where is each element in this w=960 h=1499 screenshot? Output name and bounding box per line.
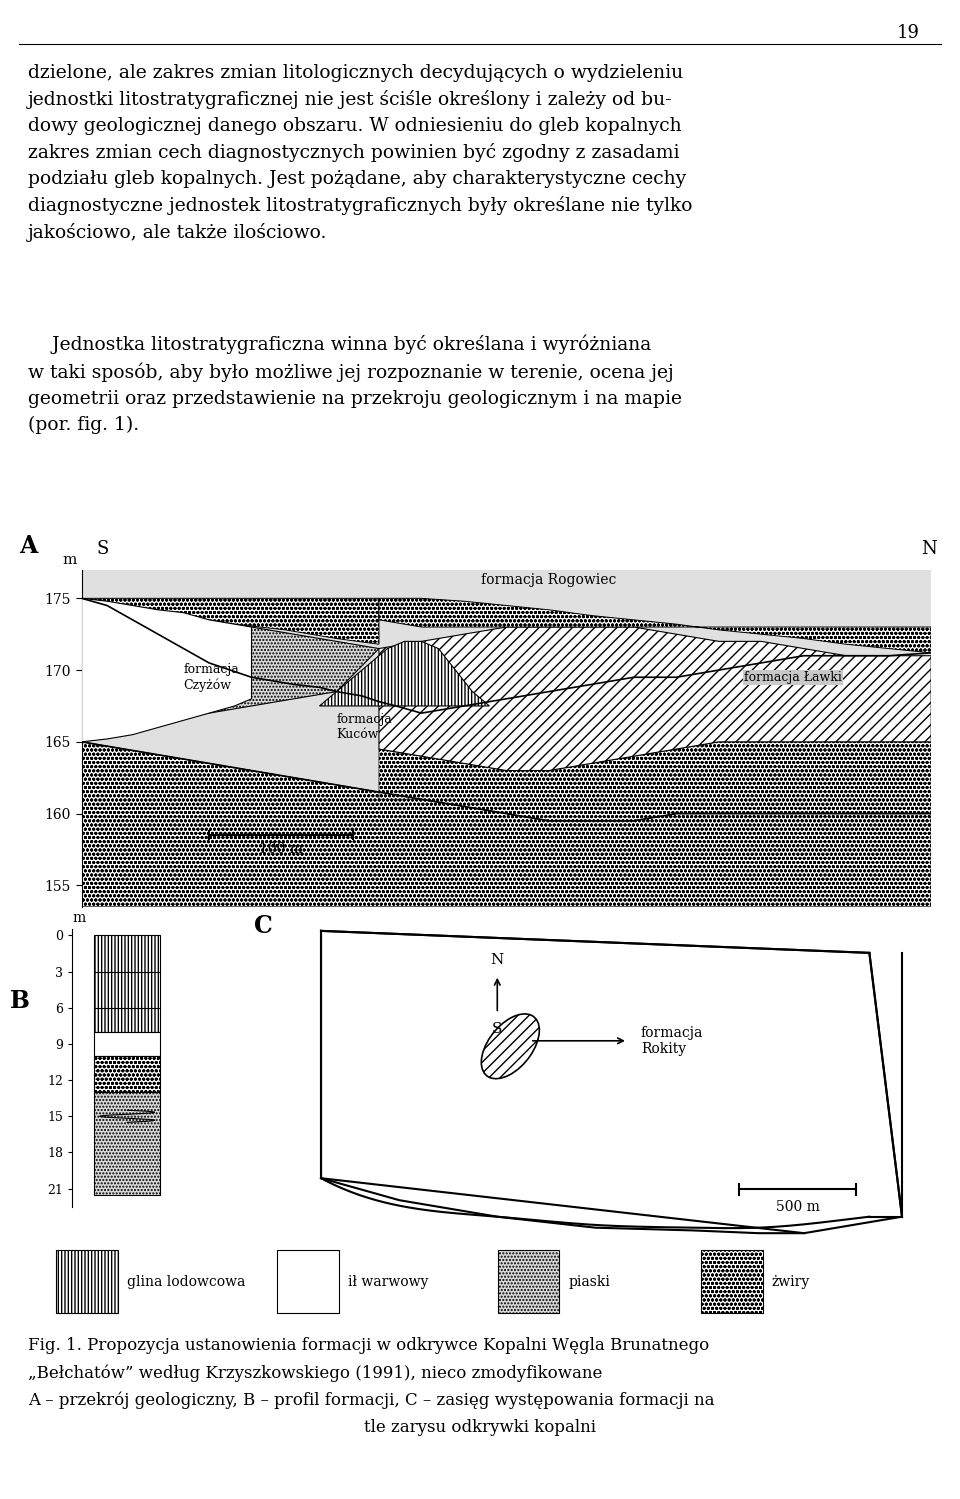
Ellipse shape xyxy=(481,1013,540,1079)
Bar xyxy=(94,1031,160,1055)
Text: S: S xyxy=(96,540,108,558)
Text: formacja
Czyżów: formacja Czyżów xyxy=(183,663,239,691)
Text: N: N xyxy=(922,540,937,558)
Text: glina lodowcowa: glina lodowcowa xyxy=(127,1274,245,1289)
Text: tle zarysu odkrywki kopalni: tle zarysu odkrywki kopalni xyxy=(364,1420,596,1436)
Text: C: C xyxy=(254,914,274,938)
Text: formacja
Kuców: formacja Kuców xyxy=(336,714,393,742)
Text: piaski: piaski xyxy=(568,1274,611,1289)
Text: żwiry: żwiry xyxy=(772,1274,809,1289)
Text: 100 m: 100 m xyxy=(259,842,303,856)
Polygon shape xyxy=(82,598,379,645)
Text: formacja Rogowiec: formacja Rogowiec xyxy=(481,573,616,586)
Text: 19: 19 xyxy=(897,24,920,42)
Text: A: A xyxy=(19,534,37,558)
Bar xyxy=(497,1250,560,1313)
Polygon shape xyxy=(82,742,931,907)
Text: m: m xyxy=(72,911,85,925)
Text: „Bełchatów” według Krzyszkowskiego (1991), nieco zmodyfikowane: „Bełchatów” według Krzyszkowskiego (1991… xyxy=(28,1364,602,1382)
Text: ił warwowy: ił warwowy xyxy=(348,1274,428,1289)
Bar xyxy=(94,1093,160,1195)
Bar xyxy=(94,1055,160,1093)
Polygon shape xyxy=(82,598,252,742)
Text: m: m xyxy=(62,553,77,567)
Bar xyxy=(276,1250,339,1313)
Polygon shape xyxy=(320,642,490,706)
Polygon shape xyxy=(379,742,931,821)
Text: Jednostka litostratygraficzna winna być określana i wyróżniana
w taki sposób, ab: Jednostka litostratygraficzna winna być … xyxy=(28,334,682,433)
Text: S: S xyxy=(492,1022,502,1036)
Text: N: N xyxy=(491,952,504,967)
Polygon shape xyxy=(82,606,379,742)
Text: Fig. 1. Propozycja ustanowienia formacji w odkrywce Kopalni Węgla Brunatnego: Fig. 1. Propozycja ustanowienia formacji… xyxy=(28,1337,709,1354)
Text: dzielone, ale zakres zmian litologicznych decydujących o wydzieleniu
jednostki l: dzielone, ale zakres zmian litologicznyc… xyxy=(28,64,692,243)
Bar xyxy=(56,1250,118,1313)
Text: A – przekrój geologiczny, B – profil formacji, C – zasięg występowania formacji : A – przekrój geologiczny, B – profil for… xyxy=(28,1391,714,1409)
Polygon shape xyxy=(82,570,931,907)
Text: 500 m: 500 m xyxy=(776,1201,820,1214)
Text: formacja Ławki: formacja Ławki xyxy=(744,670,842,684)
Text: formacja
Rokity: formacja Rokity xyxy=(641,1025,704,1055)
Text: B: B xyxy=(10,989,30,1013)
Bar xyxy=(94,935,160,1031)
Polygon shape xyxy=(379,598,931,654)
Bar xyxy=(701,1250,762,1313)
Polygon shape xyxy=(379,627,931,770)
